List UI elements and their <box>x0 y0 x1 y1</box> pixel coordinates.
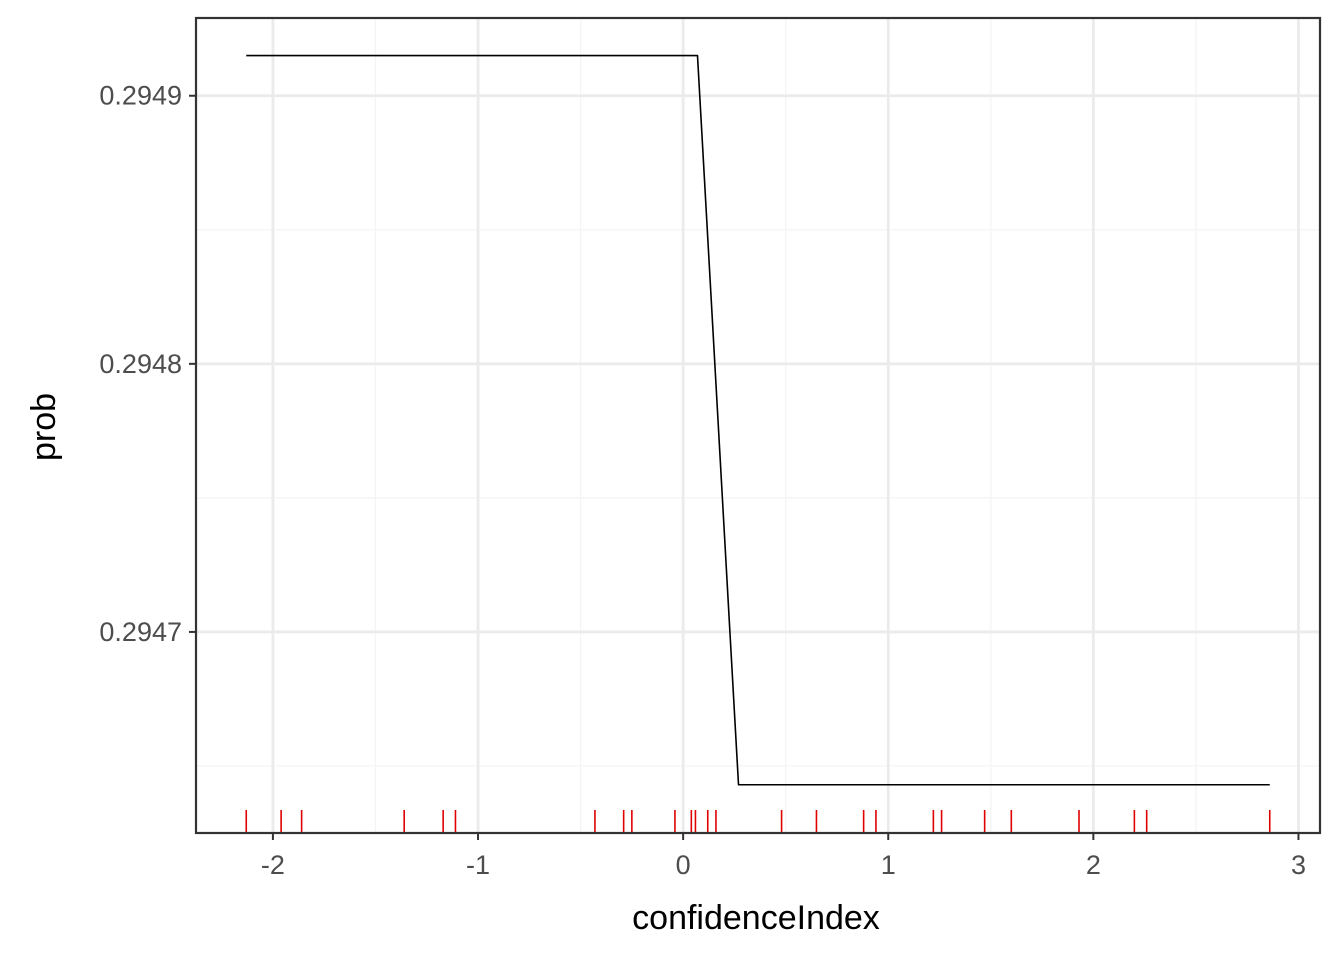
grid-lines <box>196 18 1320 833</box>
y-axis-title: prob <box>25 393 63 461</box>
series-layer <box>246 54 1270 786</box>
y-tick-label: 0.2947 <box>99 617 182 647</box>
x-tick-label: 0 <box>676 850 691 880</box>
panel-border <box>194 16 1322 835</box>
x-tick-label: -1 <box>466 850 490 880</box>
x-tick-label: -2 <box>261 850 285 880</box>
x-tick-label: 2 <box>1086 850 1101 880</box>
series-line <box>246 54 1270 786</box>
x-axis-title: confidenceIndex <box>632 899 880 937</box>
x-tick-label: 3 <box>1291 850 1306 880</box>
rug-layer <box>245 810 1271 833</box>
y-tick-label: 0.2949 <box>99 81 182 111</box>
y-tick-label: 0.2948 <box>99 349 182 379</box>
x-tick-label: 1 <box>881 850 896 880</box>
axis-layer: -2 -1 0 1 2 3 0.2947 0.2948 0.2949 <box>99 81 1306 880</box>
